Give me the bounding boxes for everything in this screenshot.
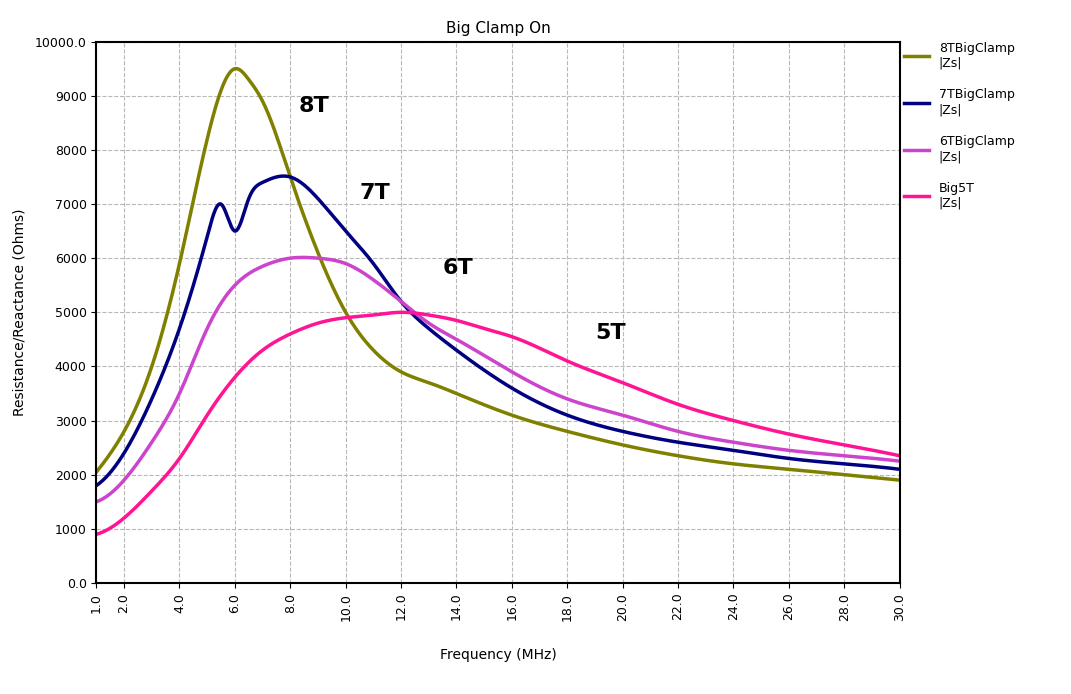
X-axis label: Frequency (MHz): Frequency (MHz)	[439, 648, 557, 662]
8TBigClamp
|Zs|	[90, 468, 103, 476]
8TBigClamp
|Zs|	[750, 462, 763, 471]
Big5T
|Zs|	[526, 341, 539, 349]
6TBigClamp
|Zs|	[875, 455, 888, 464]
7TBigClamp
|Zs|	[570, 414, 583, 423]
Big5T
|Zs|	[893, 452, 906, 460]
7TBigClamp
|Zs|	[90, 482, 103, 490]
8TBigClamp
|Zs|	[570, 430, 583, 438]
Text: 5T: 5T	[595, 323, 625, 344]
7TBigClamp
|Zs|	[893, 465, 906, 473]
6TBigClamp
|Zs|	[570, 398, 583, 406]
7TBigClamp
|Zs|	[875, 463, 888, 471]
7TBigClamp
|Zs|	[473, 363, 486, 371]
Big5T
|Zs|	[750, 422, 763, 430]
6TBigClamp
|Zs|	[526, 379, 539, 387]
6TBigClamp
|Zs|	[478, 351, 491, 359]
Text: 7T: 7T	[360, 183, 390, 203]
Legend: 8TBigClamp
|Zs|, 7TBigClamp
|Zs|, 6TBigClamp
|Zs|, Big5T
|Zs|: 8TBigClamp |Zs|, 7TBigClamp |Zs|, 6TBigC…	[904, 42, 1014, 210]
6TBigClamp
|Zs|	[90, 498, 103, 506]
Big5T
|Zs|	[478, 324, 491, 332]
8TBigClamp
|Zs|	[893, 476, 906, 484]
Big5T
|Zs|	[875, 448, 888, 456]
7TBigClamp
|Zs|	[526, 396, 539, 404]
6TBigClamp
|Zs|	[296, 253, 308, 262]
Big5T
|Zs|	[570, 361, 583, 369]
7TBigClamp
|Zs|	[750, 450, 763, 458]
Y-axis label: Resistance/Reactance (Ohms): Resistance/Reactance (Ohms)	[13, 209, 27, 416]
8TBigClamp
|Zs|	[875, 474, 888, 482]
Big5T
|Zs|	[90, 530, 103, 539]
Big5T
|Zs|	[396, 308, 409, 316]
8TBigClamp
|Zs|	[230, 65, 243, 73]
Big5T
|Zs|	[473, 323, 486, 331]
7TBigClamp
|Zs|	[478, 366, 491, 375]
Line: Big5T
|Zs|: Big5T |Zs|	[96, 312, 900, 534]
7TBigClamp
|Zs|	[276, 172, 289, 180]
Line: 6TBigClamp
|Zs|: 6TBigClamp |Zs|	[96, 257, 900, 502]
8TBigClamp
|Zs|	[473, 399, 486, 407]
6TBigClamp
|Zs|	[893, 457, 906, 465]
Title: Big Clamp On: Big Clamp On	[446, 22, 550, 36]
Line: 7TBigClamp
|Zs|: 7TBigClamp |Zs|	[96, 176, 900, 486]
Text: 8T: 8T	[299, 96, 330, 116]
6TBigClamp
|Zs|	[750, 441, 763, 450]
8TBigClamp
|Zs|	[526, 418, 539, 426]
Text: 6T: 6T	[442, 258, 473, 278]
8TBigClamp
|Zs|	[478, 400, 491, 409]
6TBigClamp
|Zs|	[473, 348, 486, 357]
Line: 8TBigClamp
|Zs|: 8TBigClamp |Zs|	[96, 69, 900, 480]
